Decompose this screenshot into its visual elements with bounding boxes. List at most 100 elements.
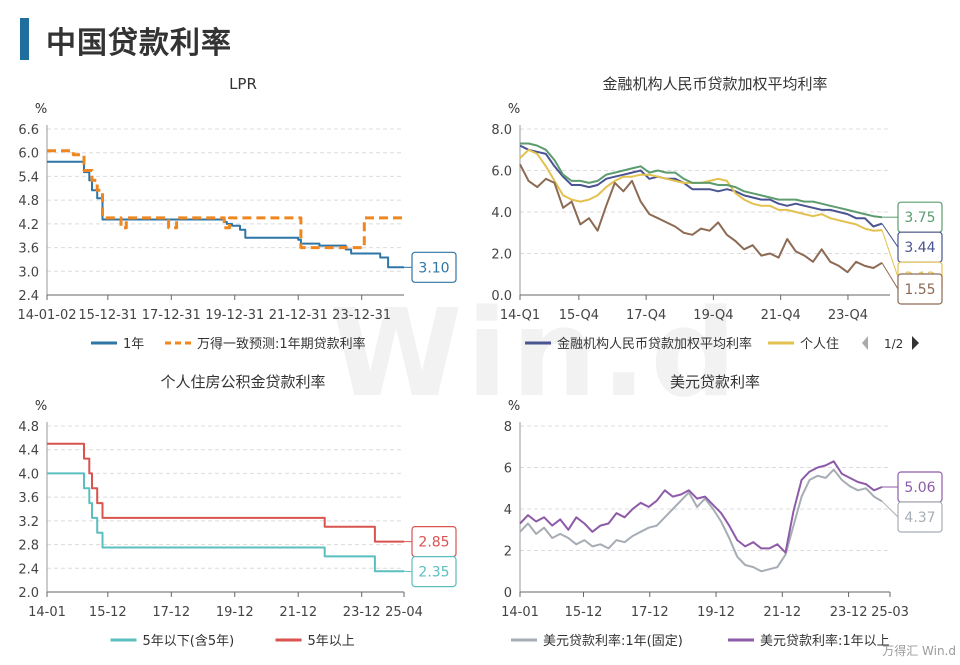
end-label-value: 5.06 [904, 480, 935, 496]
chart-lpr: LPR% 6.6 6.0 5.4 4.8 4.2 3.6 3.0 2.4 14-01-02 15-1… [17, 75, 457, 352]
x-tick-label: 23-12 [830, 605, 868, 620]
end-label-box [897, 501, 943, 533]
page-title: 中国贷款利率 [46, 26, 232, 61]
series-line [47, 160, 404, 269]
legend-label: 个人住 [800, 337, 839, 352]
end-label-leader [881, 500, 899, 518]
x-tick-label: 19-12-31 [205, 308, 264, 323]
x-tick-label: 21-12 [763, 605, 801, 620]
x-tick-label: 14-01 [501, 605, 539, 620]
title-accent-bar [20, 18, 29, 60]
end-label-value: 1.55 [904, 282, 935, 298]
x-tick-label: 15-12-31 [78, 308, 137, 323]
legend-prev-icon [862, 336, 868, 350]
end-label-value: 2.85 [418, 535, 449, 551]
y-tick-label: 2.4 [18, 562, 39, 577]
series-line [519, 148, 883, 232]
y-axis-unit: % [508, 102, 520, 117]
y-tick-label: 2.0 [18, 586, 39, 601]
y-tick-label: 2.8 [18, 539, 39, 554]
y-axis-unit: % [35, 102, 47, 117]
x-tick-label: 15-12 [89, 605, 127, 620]
series-line [47, 149, 404, 250]
x-tick-label: 21-12-31 [269, 308, 328, 323]
y-tick-label: 3.0 [18, 265, 39, 280]
x-tick-label: 14-01 [28, 605, 66, 620]
series-line [519, 163, 883, 274]
y-tick-label: 2.0 [491, 248, 512, 263]
x-tick-label: 19-Q4 [693, 308, 733, 323]
legend-label: 5年以上 [308, 634, 355, 649]
y-tick-label: 0.0 [491, 289, 512, 304]
chart-provident: 个人住房公积金贷款利率% 4.8 4.4 4.0 3.6 3.2 2.8 2.4 2.0 14-0… [18, 373, 457, 649]
x-tick-label: 23-12 [343, 605, 381, 620]
y-tick-label: 8 [504, 420, 512, 435]
x-tick-label: 17-12 [152, 605, 190, 620]
chart-title: 美元贷款利率 [670, 373, 760, 391]
watermark: Win.d [330, 285, 741, 424]
y-tick-label: 3.6 [18, 242, 39, 257]
y-tick-label: 6 [504, 462, 512, 477]
end-label-box [411, 556, 457, 588]
y-axis-unit: % [35, 399, 47, 414]
y-tick-label: 6.6 [18, 123, 39, 138]
end-label-leader [881, 262, 899, 290]
chart-title: 个人住房公积金贷款利率 [160, 373, 325, 391]
series-line [47, 442, 404, 543]
chart-usd: 美元贷款利率% 8 6 4 2 0 14-01 15-12 17-12 19-12 21-12 23-… [501, 373, 943, 649]
end-label-value: 2.35 [418, 565, 449, 581]
x-tick-label: 15-12 [565, 605, 603, 620]
x-tick-label: 23-Q4 [828, 308, 868, 323]
x-tick-label: 17-12 [631, 605, 669, 620]
series-line [519, 460, 883, 554]
y-tick-label: 8.0 [491, 123, 512, 138]
x-tick-label: 19-12 [697, 605, 735, 620]
x-tick-label: 25-03 [871, 605, 909, 620]
chart-title: LPR [229, 75, 257, 93]
x-tick-label: 21-Q4 [761, 308, 801, 323]
series-line [520, 142, 883, 219]
x-tick-label: 14-01-02 [17, 308, 76, 323]
legend-label: 美元贷款利率:1年(固定) [543, 633, 683, 649]
end-label-box [411, 251, 457, 283]
y-tick-label: 4.8 [18, 194, 39, 209]
end-label-box [897, 273, 943, 305]
y-tick-label: 0 [504, 586, 512, 601]
y-tick-label: 2.4 [18, 289, 39, 304]
chart-weighted: 金融机构人民币贷款加权平均利率% 8.0 6.0 4.0 2.0 0.0 14-Q1 15-Q… [491, 75, 943, 352]
end-label-value: 3.10 [418, 260, 449, 276]
series-line [47, 472, 404, 573]
x-tick-label: 17-12-31 [142, 308, 201, 323]
y-tick-label: 4.0 [18, 467, 39, 482]
y-tick-label: 6.0 [491, 165, 512, 180]
y-tick-label: 4.0 [491, 206, 512, 221]
y-tick-label: 2 [504, 545, 512, 560]
x-tick-label: 21-12 [279, 605, 317, 620]
series-line [519, 144, 883, 228]
y-tick-label: 5.4 [18, 170, 39, 185]
chart-title: 金融机构人民币贷款加权平均利率 [602, 75, 827, 93]
end-label-leader [881, 223, 899, 248]
x-tick-label: 23-12-31 [332, 308, 391, 323]
corner-watermark: 万得汇 Win.d [882, 644, 956, 658]
y-tick-label: 4.2 [18, 218, 39, 233]
end-label-value: 4.37 [904, 510, 935, 526]
y-tick-label: 4.8 [18, 420, 39, 435]
end-label-value: 3.44 [904, 240, 935, 256]
y-tick-label: 6.0 [18, 147, 39, 162]
y-tick-label: 4.4 [18, 444, 39, 459]
x-tick-label: 19-12 [216, 605, 254, 620]
legend-label: 美元贷款利率:1年以上 [760, 633, 890, 649]
legend-next-icon [912, 336, 919, 350]
x-tick-label: 17-Q4 [626, 308, 666, 323]
legend-label: 金融机构人民币贷款加权平均利率 [557, 336, 752, 352]
y-tick-label: 3.2 [18, 515, 39, 530]
legend-label: 万得一致预测:1年期贷款利率 [197, 336, 366, 352]
legend-pagination: 1/2 [884, 337, 903, 351]
end-label-value: 3.75 [904, 210, 935, 226]
end-label-leader [881, 229, 899, 278]
legend-label: 5年以下(含5年) [143, 633, 235, 649]
x-tick-label: 25-04 [385, 605, 423, 620]
y-tick-label: 3.6 [18, 491, 39, 506]
